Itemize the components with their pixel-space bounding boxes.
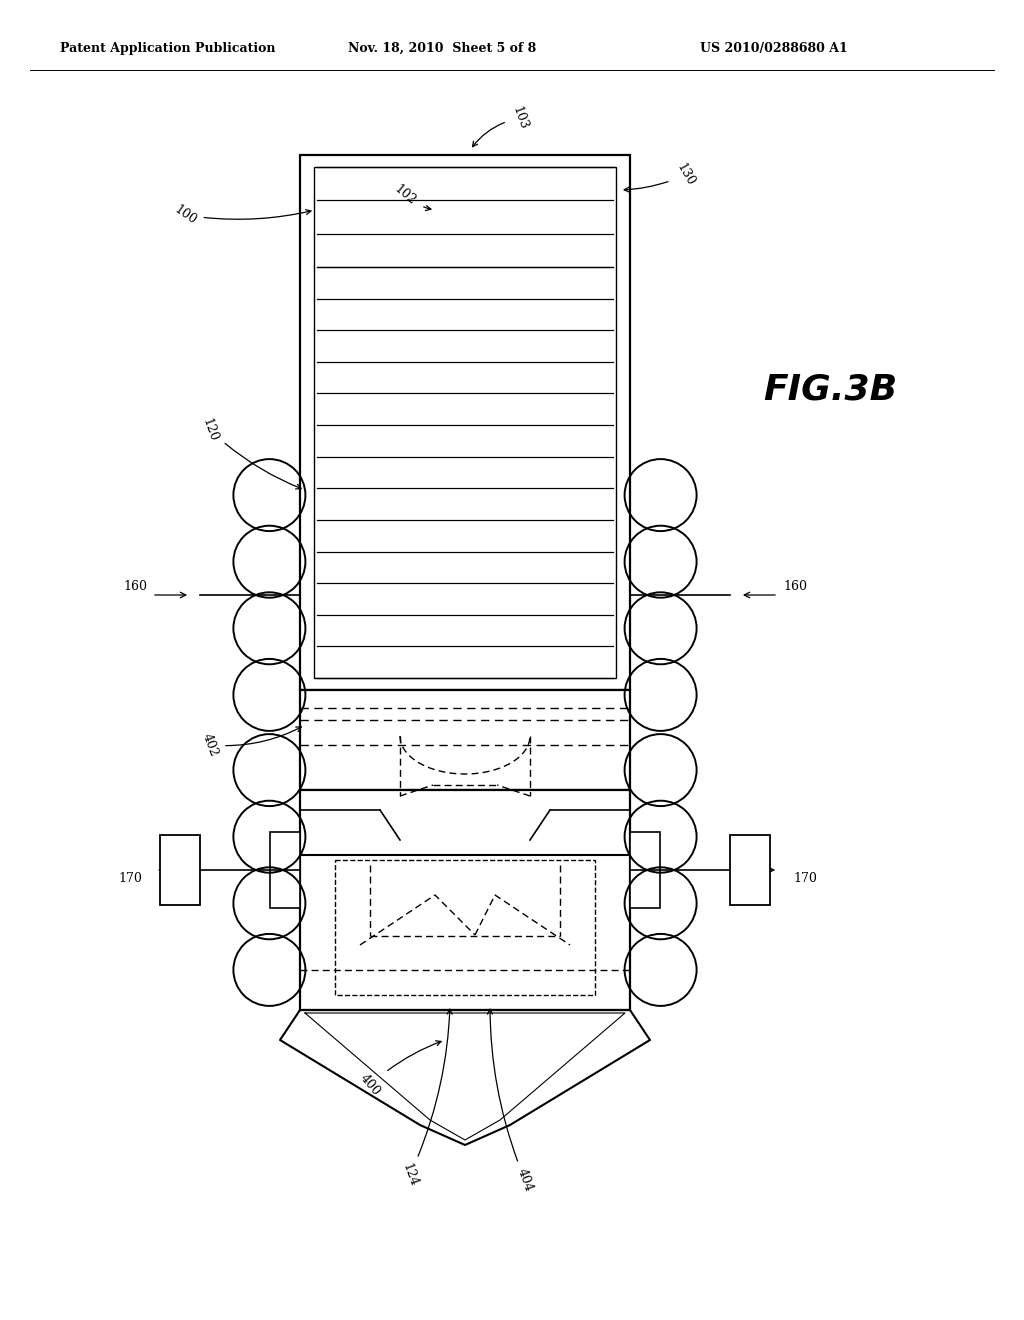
Text: 170: 170 (793, 871, 817, 884)
Bar (300, 154, 630, 690)
Bar (160, 836, 200, 906)
Text: 404: 404 (487, 1010, 536, 1193)
Bar (270, 832, 300, 908)
Bar (300, 690, 630, 789)
Bar (300, 789, 630, 1010)
Text: 400: 400 (357, 1041, 441, 1098)
Text: 103: 103 (472, 104, 530, 147)
Text: Patent Application Publication: Patent Application Publication (60, 42, 275, 55)
Text: 124: 124 (399, 1010, 453, 1188)
Text: US 2010/0288680 A1: US 2010/0288680 A1 (700, 42, 848, 55)
Text: 160: 160 (783, 581, 807, 594)
Bar (730, 836, 770, 906)
Text: 160: 160 (123, 581, 147, 594)
Bar (630, 832, 660, 908)
Text: 120: 120 (200, 417, 301, 488)
Bar (335, 861, 595, 995)
Text: 402: 402 (200, 727, 301, 759)
Text: Nov. 18, 2010  Sheet 5 of 8: Nov. 18, 2010 Sheet 5 of 8 (348, 42, 537, 55)
Text: FIG.3B: FIG.3B (763, 374, 897, 407)
Bar (314, 168, 616, 678)
Text: 100: 100 (171, 203, 311, 227)
Text: 170: 170 (118, 871, 142, 884)
Text: 102: 102 (391, 182, 431, 210)
Text: 130: 130 (625, 161, 696, 193)
